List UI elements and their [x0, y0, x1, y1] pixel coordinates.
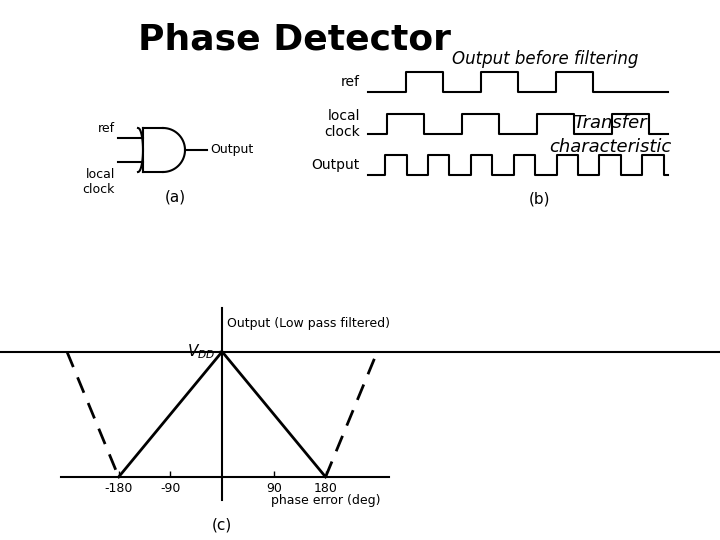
Text: Output before filtering: Output before filtering [452, 50, 638, 68]
Text: (a): (a) [164, 190, 186, 205]
Text: Output: Output [210, 144, 253, 157]
Text: $V_{DD}$: $V_{DD}$ [187, 342, 215, 361]
Text: (b): (b) [529, 192, 551, 207]
Text: Phase Detector: Phase Detector [138, 22, 451, 56]
Text: Output (Low pass filtered): Output (Low pass filtered) [227, 316, 390, 329]
Text: ref: ref [341, 75, 360, 89]
Text: (c): (c) [212, 517, 233, 532]
Text: ref: ref [98, 122, 115, 135]
Text: local
clock: local clock [83, 168, 115, 196]
Text: local
clock: local clock [324, 109, 360, 139]
Text: phase error (deg): phase error (deg) [271, 495, 380, 508]
Text: Transfer
characteristic: Transfer characteristic [549, 114, 671, 156]
Text: Output: Output [312, 158, 360, 172]
